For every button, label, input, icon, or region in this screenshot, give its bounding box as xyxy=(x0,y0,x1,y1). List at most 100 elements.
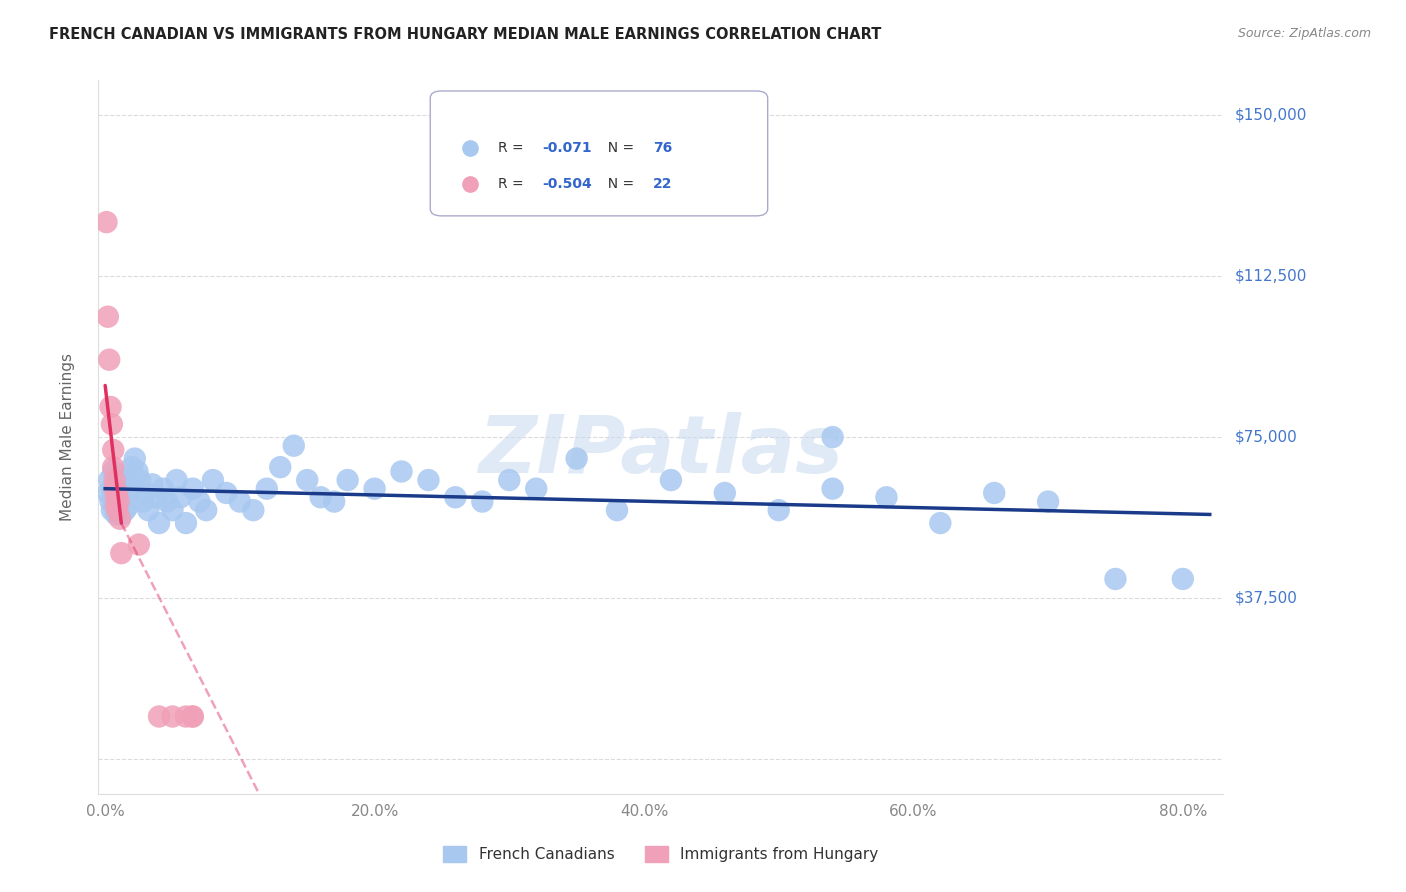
French Canadians xyxy=(606,503,628,517)
French Canadians xyxy=(166,473,188,487)
Immigrants from Hungary xyxy=(104,490,127,504)
French Canadians xyxy=(471,494,494,508)
Text: ZIPatlas: ZIPatlas xyxy=(478,412,844,491)
Text: 22: 22 xyxy=(652,177,672,191)
French Canadians xyxy=(162,503,184,517)
French Canadians xyxy=(174,516,197,530)
French Canadians xyxy=(98,473,121,487)
Immigrants from Hungary xyxy=(103,442,125,457)
French Canadians xyxy=(115,490,138,504)
French Canadians xyxy=(120,473,142,487)
French Canadians xyxy=(111,499,134,513)
French Canadians xyxy=(127,465,149,479)
French Canadians xyxy=(229,494,252,508)
French Canadians xyxy=(714,486,737,500)
Text: -0.071: -0.071 xyxy=(543,141,592,155)
Y-axis label: Median Male Earnings: Median Male Earnings xyxy=(60,353,75,521)
French Canadians xyxy=(111,477,134,491)
Immigrants from Hungary xyxy=(110,546,132,560)
French Canadians xyxy=(256,482,278,496)
French Canadians xyxy=(145,490,167,504)
French Canadians xyxy=(821,482,844,496)
French Canadians xyxy=(104,508,127,522)
French Canadians xyxy=(112,486,135,500)
French Canadians xyxy=(215,486,238,500)
Text: R =: R = xyxy=(498,177,527,191)
French Canadians xyxy=(156,494,179,508)
Immigrants from Hungary xyxy=(103,473,125,487)
Text: FRENCH CANADIAN VS IMMIGRANTS FROM HUNGARY MEDIAN MALE EARNINGS CORRELATION CHAR: FRENCH CANADIAN VS IMMIGRANTS FROM HUNGA… xyxy=(49,27,882,42)
French Canadians xyxy=(498,473,520,487)
Immigrants from Hungary xyxy=(105,486,128,500)
Immigrants from Hungary xyxy=(148,709,170,723)
Text: Source: ZipAtlas.com: Source: ZipAtlas.com xyxy=(1237,27,1371,40)
Legend: French Canadians, Immigrants from Hungary: French Canadians, Immigrants from Hungar… xyxy=(437,840,884,868)
Text: $112,500: $112,500 xyxy=(1234,268,1306,284)
French Canadians xyxy=(391,465,413,479)
French Canadians xyxy=(110,486,132,500)
French Canadians xyxy=(100,494,122,508)
French Canadians xyxy=(117,499,139,513)
FancyBboxPatch shape xyxy=(430,91,768,216)
French Canadians xyxy=(103,490,125,504)
French Canadians xyxy=(201,473,224,487)
French Canadians xyxy=(242,503,264,517)
French Canadians xyxy=(1171,572,1194,586)
French Canadians xyxy=(124,451,146,466)
French Canadians xyxy=(1036,494,1059,508)
French Canadians xyxy=(107,503,129,517)
Text: N =: N = xyxy=(599,141,638,155)
Text: R =: R = xyxy=(498,141,527,155)
French Canadians xyxy=(121,460,143,475)
French Canadians xyxy=(983,486,1005,500)
French Canadians xyxy=(97,486,120,500)
French Canadians xyxy=(269,460,291,475)
French Canadians xyxy=(323,494,346,508)
French Canadians xyxy=(444,490,467,504)
French Canadians xyxy=(101,482,124,496)
French Canadians xyxy=(929,516,952,530)
Immigrants from Hungary xyxy=(103,460,125,475)
French Canadians xyxy=(129,473,152,487)
French Canadians xyxy=(107,482,129,496)
Text: N =: N = xyxy=(599,177,638,191)
French Canadians xyxy=(309,490,332,504)
Immigrants from Hungary xyxy=(174,709,197,723)
Text: $37,500: $37,500 xyxy=(1234,591,1298,606)
French Canadians xyxy=(283,439,305,453)
French Canadians xyxy=(148,516,170,530)
Immigrants from Hungary xyxy=(96,215,118,229)
French Canadians xyxy=(103,477,125,491)
French Canadians xyxy=(169,490,191,504)
French Canadians xyxy=(108,468,131,483)
Immigrants from Hungary xyxy=(97,310,120,324)
Immigrants from Hungary xyxy=(103,482,125,496)
Immigrants from Hungary xyxy=(104,499,127,513)
French Canadians xyxy=(524,482,547,496)
Text: -0.504: -0.504 xyxy=(543,177,592,191)
French Canadians xyxy=(136,503,159,517)
French Canadians xyxy=(141,477,163,491)
Immigrants from Hungary xyxy=(100,400,122,414)
French Canadians xyxy=(110,508,132,522)
French Canadians xyxy=(336,473,359,487)
French Canadians xyxy=(114,503,136,517)
Text: $150,000: $150,000 xyxy=(1234,107,1306,122)
Immigrants from Hungary xyxy=(128,537,150,551)
French Canadians xyxy=(768,503,790,517)
French Canadians xyxy=(132,494,155,508)
French Canadians xyxy=(188,494,211,508)
Immigrants from Hungary xyxy=(108,512,131,526)
French Canadians xyxy=(181,482,204,496)
Immigrants from Hungary xyxy=(162,709,184,723)
French Canadians xyxy=(363,482,385,496)
French Canadians xyxy=(118,482,141,496)
Immigrants from Hungary xyxy=(101,417,124,432)
French Canadians xyxy=(659,473,682,487)
French Canadians xyxy=(613,180,636,194)
French Canadians xyxy=(103,465,125,479)
French Canadians xyxy=(1104,572,1126,586)
Immigrants from Hungary xyxy=(181,709,204,723)
French Canadians xyxy=(105,473,128,487)
French Canadians xyxy=(565,451,588,466)
